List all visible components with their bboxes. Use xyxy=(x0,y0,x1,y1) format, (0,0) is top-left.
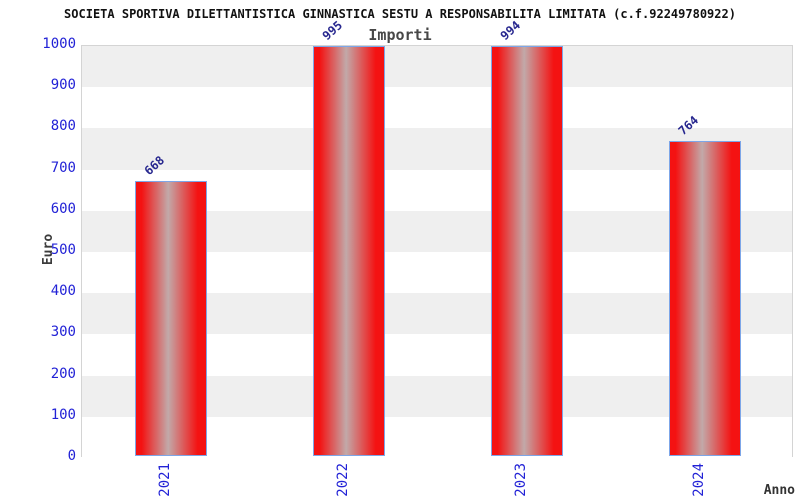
plot-band xyxy=(82,87,792,129)
bar xyxy=(491,46,563,456)
chart-subtitle: Importi xyxy=(368,26,432,44)
bar xyxy=(313,46,385,456)
bar xyxy=(669,141,741,456)
plot-band xyxy=(82,46,792,88)
y-tick-label: 500 xyxy=(50,242,76,258)
x-tick-label: 2024 xyxy=(691,463,708,497)
y-tick-label: 800 xyxy=(50,118,76,135)
y-tick-label: 700 xyxy=(50,159,76,176)
x-tick-label: 2021 xyxy=(157,463,174,497)
y-tick-label: 100 xyxy=(50,406,76,423)
y-tick-label: 0 xyxy=(67,448,76,464)
y-axis-label: Euro xyxy=(41,233,57,266)
y-tick-label: 600 xyxy=(50,200,76,217)
x-tick-label: 2023 xyxy=(513,463,530,497)
y-tick-label: 1000 xyxy=(42,36,76,52)
y-tick-label: 900 xyxy=(50,77,76,94)
y-tick-label: 200 xyxy=(50,365,76,382)
x-axis-label: Anno xyxy=(763,483,795,498)
y-tick-label: 400 xyxy=(50,283,76,300)
plot-area: 668 995 994 764 xyxy=(81,18,793,458)
figure-title: SOCIETA SPORTIVA DILETTANTISTICA GINNAST… xyxy=(64,7,736,21)
bar xyxy=(135,180,207,456)
y-tick-label: 300 xyxy=(50,324,76,341)
x-tick-label: 2022 xyxy=(335,463,352,497)
